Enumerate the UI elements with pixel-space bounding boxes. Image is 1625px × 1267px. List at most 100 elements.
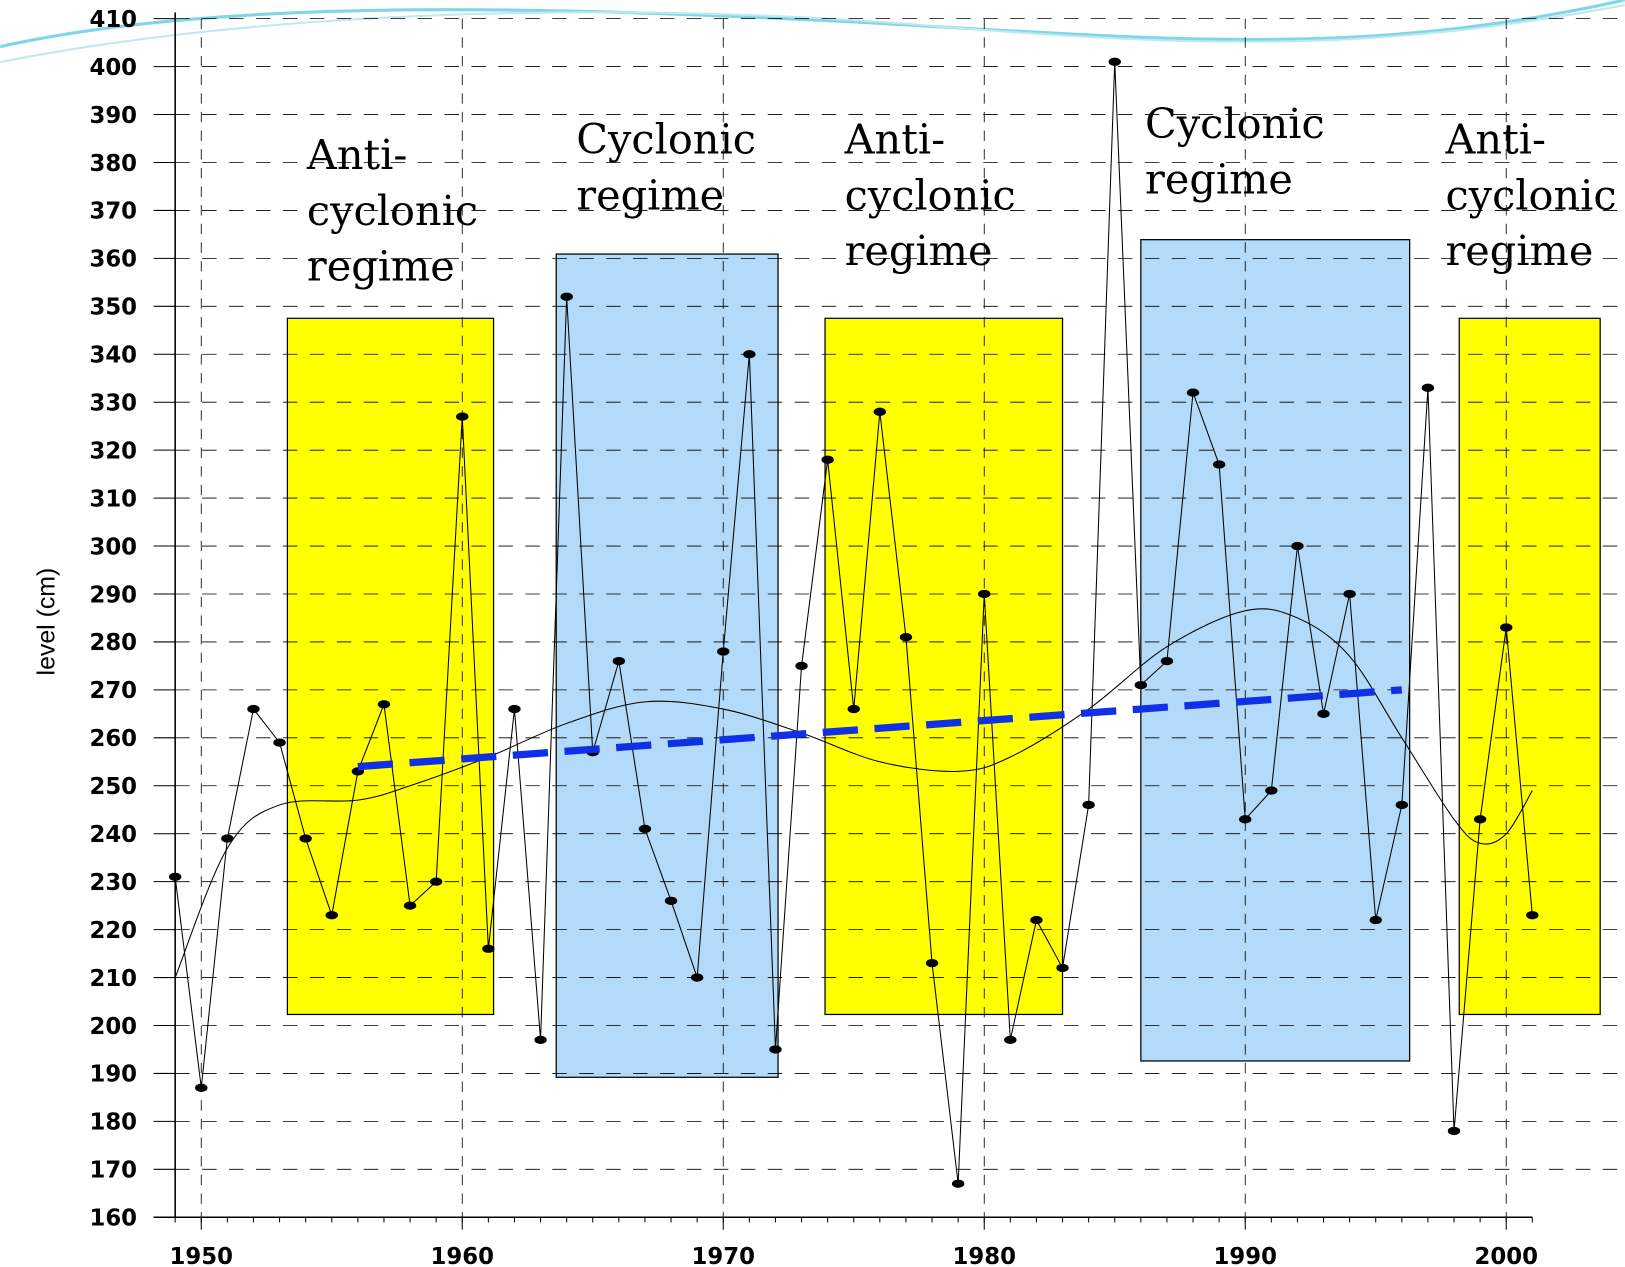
regime-label: Anti- <box>1444 115 1545 163</box>
smooth-line <box>174 608 1533 978</box>
data-point <box>534 1035 547 1045</box>
y-tick-label: 320 <box>89 438 137 464</box>
data-point <box>482 944 495 953</box>
data-point <box>1186 388 1200 397</box>
y-tick-label: 210 <box>89 966 137 992</box>
y-tick-label: 390 <box>89 103 137 129</box>
y-tick-label: 170 <box>89 1158 137 1184</box>
data-point <box>456 412 469 421</box>
data-point <box>873 407 887 416</box>
labels: Anti-cyclonic regime Cyclonic regime Anti-cy… <box>306 100 1617 291</box>
y-tick-label: 400 <box>89 55 137 81</box>
x-tick-label: 1980 <box>953 1244 1016 1267</box>
data-point <box>690 973 704 982</box>
y-tick-label: 290 <box>89 582 137 608</box>
regimes <box>286 239 1601 1078</box>
y-tick-label: 260 <box>89 726 137 752</box>
regime-label: Anti- <box>844 115 945 163</box>
regime-label: Cyclonic <box>576 115 756 163</box>
y-tick-label: 410 <box>89 7 137 33</box>
axes: 160 170 180 190 200 210 220 230 240 250 260 270 280 2… <box>89 7 1537 1267</box>
regime-label: Anti- <box>306 131 407 179</box>
data-point <box>1291 541 1304 551</box>
data-point <box>247 704 260 714</box>
data-point <box>612 656 626 666</box>
decoration <box>0 0 1625 64</box>
data-point <box>1082 800 1095 810</box>
data-point <box>1369 915 1382 925</box>
y-tick-label: 190 <box>89 1062 137 1088</box>
y-tick-label: 160 <box>89 1206 137 1232</box>
data-point <box>664 896 678 905</box>
data-point <box>1108 57 1121 66</box>
y-tick-label: 310 <box>89 486 137 512</box>
lines <box>168 57 1539 1188</box>
y-tick-label: 240 <box>89 822 137 848</box>
data-point <box>795 661 808 671</box>
x-tick-label: 2000 <box>1475 1244 1538 1267</box>
regime-box <box>824 317 1064 1016</box>
data-point <box>508 704 521 714</box>
data-point <box>377 700 391 709</box>
data-point <box>1500 623 1513 632</box>
data-point <box>821 455 834 464</box>
y-tick-label: 370 <box>89 199 137 225</box>
data-point <box>1343 589 1356 599</box>
x-tick-label: 1960 <box>431 1244 494 1267</box>
regime-label: regime <box>845 227 993 275</box>
y-tick-label: 340 <box>89 343 137 369</box>
y-tick-label: 180 <box>89 1110 137 1136</box>
data-point <box>168 872 182 882</box>
data-point <box>273 738 286 747</box>
data-point <box>299 834 312 843</box>
regime-label: regime <box>1445 227 1593 275</box>
y-tick-label: 380 <box>89 151 137 177</box>
data-point <box>1134 680 1148 690</box>
data-point <box>195 1083 208 1092</box>
regime-label: cyclonic <box>307 187 478 235</box>
data-point <box>899 632 913 642</box>
data-point <box>769 1045 782 1054</box>
y-tick-label: 200 <box>89 1014 137 1040</box>
data-point <box>1239 815 1252 824</box>
regime-label: cyclonic <box>1445 171 1616 219</box>
regime-label: regime <box>576 171 724 219</box>
regime-label: regime <box>1145 156 1293 204</box>
data-point <box>560 292 573 301</box>
data-point <box>1526 911 1539 920</box>
wave <box>0 0 1625 49</box>
y-axis-title: level (cm) <box>33 568 61 676</box>
data-point <box>925 959 939 968</box>
grid <box>175 18 1624 1218</box>
regime-label: regime <box>307 243 455 291</box>
y-tick-label: 330 <box>89 390 137 416</box>
regime-box <box>555 253 779 1078</box>
regime-box <box>1140 239 1411 1062</box>
data-point <box>1160 656 1174 666</box>
data-point <box>638 824 652 834</box>
regime-box <box>286 317 495 1016</box>
data-point <box>1395 800 1409 810</box>
data-point <box>1004 1035 1017 1045</box>
y-tick-label: 280 <box>89 630 137 656</box>
y-tick-label: 270 <box>89 678 137 704</box>
data-point <box>429 877 443 886</box>
data-point <box>1317 709 1330 718</box>
y-tick-label: 220 <box>89 918 137 944</box>
data-point <box>1447 1126 1461 1136</box>
regime-label: cyclonic <box>845 171 1016 219</box>
data-point <box>847 704 860 714</box>
wave <box>0 4 1625 64</box>
y-tick-label: 230 <box>89 870 137 896</box>
data-point <box>221 834 234 843</box>
x-tick-label: 1970 <box>692 1244 755 1267</box>
data-point <box>951 1179 965 1188</box>
y-tick-label: 350 <box>89 295 137 321</box>
regime-label: Cyclonic <box>1145 100 1325 148</box>
data-point <box>743 350 756 359</box>
data-point <box>1473 815 1487 824</box>
y-tick-label: 300 <box>89 534 137 560</box>
data-point <box>1212 460 1226 469</box>
